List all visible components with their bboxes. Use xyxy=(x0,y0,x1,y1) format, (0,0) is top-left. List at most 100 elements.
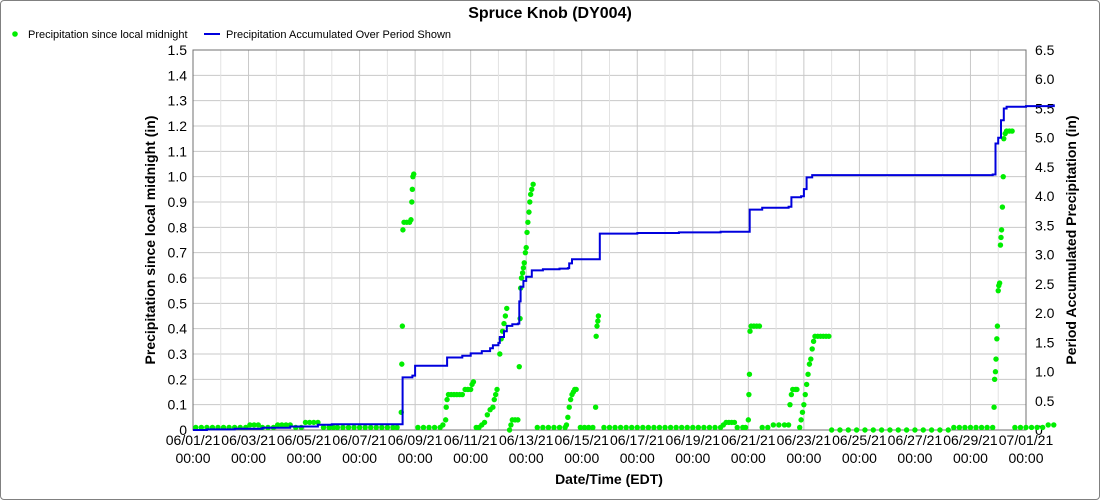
data-point-daily xyxy=(481,419,488,426)
data-point-daily xyxy=(545,424,552,431)
data-point-daily xyxy=(973,424,979,431)
data-point-daily xyxy=(746,391,752,398)
data-point-daily xyxy=(765,424,771,431)
data-point-daily xyxy=(394,424,400,431)
data-point-daily xyxy=(594,323,600,329)
data-point-daily xyxy=(247,422,253,428)
x-axis-ticks: 06/01/21 00:00 06/03/21 00:00 06/05/21 00:00 0… xyxy=(166,432,1054,466)
data-point-daily xyxy=(529,186,535,193)
data-point-daily xyxy=(470,379,477,385)
data-point-daily xyxy=(785,422,792,428)
data-point-daily xyxy=(459,391,466,398)
legend-label-daily: Precipitation since local midnight xyxy=(28,29,188,41)
data-point-daily xyxy=(1045,422,1051,428)
data-point-daily xyxy=(801,401,807,408)
right-tick-label: 2.5 xyxy=(1035,276,1055,292)
data-point-daily xyxy=(566,404,572,410)
x-tick-date: 06/15/21 xyxy=(554,432,609,448)
left-tick-label: 0.6 xyxy=(168,270,188,286)
data-point-daily xyxy=(497,351,503,357)
data-point-daily xyxy=(526,209,532,215)
left-tick-label: 1.4 xyxy=(168,67,188,83)
data-point-daily xyxy=(330,424,336,431)
data-point-daily xyxy=(198,424,205,431)
data-point-daily xyxy=(590,424,596,431)
data-point-daily xyxy=(734,424,740,431)
data-point-daily xyxy=(530,181,536,187)
data-point-daily xyxy=(903,427,910,433)
x-tick-time: 00:00 xyxy=(509,450,544,466)
data-point-daily xyxy=(634,424,640,431)
data-point-daily xyxy=(420,424,427,431)
data-point-daily xyxy=(1034,424,1040,431)
data-point-daily xyxy=(255,422,261,428)
left-axis-ticks: 0 0.1 0.2 0.3 0.4 0.5 0.6 0.7 0.8 0.9 1.0 1.1 1.2 1.3… xyxy=(168,42,188,438)
data-point-daily xyxy=(1023,424,1029,431)
data-point-daily xyxy=(678,424,685,431)
data-point-daily xyxy=(534,424,541,431)
data-point-daily xyxy=(1012,424,1018,431)
data-point-daily xyxy=(845,427,851,433)
data-point-daily xyxy=(673,424,679,431)
x-tick-time: 00:00 xyxy=(453,450,488,466)
data-point-daily xyxy=(887,427,893,433)
data-point-daily xyxy=(989,424,996,431)
right-tick-label: 5.0 xyxy=(1035,130,1055,146)
data-point-daily xyxy=(379,424,385,431)
data-point-daily xyxy=(351,424,357,431)
data-point-daily xyxy=(326,424,332,431)
data-point-daily xyxy=(984,424,990,431)
x-tick-date: 06/21/21 xyxy=(721,432,776,448)
data-point-daily xyxy=(747,328,753,334)
x-tick-time: 00:00 xyxy=(620,450,655,466)
x-tick-date: 06/01/21 xyxy=(166,432,221,448)
data-point-daily xyxy=(399,323,406,329)
data-point-daily xyxy=(828,427,835,433)
data-point-daily xyxy=(585,424,592,431)
x-tick-time: 00:00 xyxy=(342,450,377,466)
data-point-daily xyxy=(912,427,918,433)
data-point-daily xyxy=(623,424,629,431)
data-point-daily xyxy=(967,424,974,431)
data-point-daily xyxy=(794,386,800,393)
data-point-daily xyxy=(870,427,876,433)
x-tick-date: 06/27/21 xyxy=(888,432,943,448)
data-point-daily xyxy=(998,234,1004,241)
data-point-daily xyxy=(994,336,1000,342)
right-tick-label: 3.5 xyxy=(1035,217,1055,233)
data-point-daily xyxy=(731,419,738,426)
data-point-daily xyxy=(612,424,618,431)
data-point-daily xyxy=(521,260,527,266)
left-tick-label: 1.2 xyxy=(168,118,188,134)
left-tick-label: 1.0 xyxy=(168,169,188,185)
right-tick-label: 0 xyxy=(1035,422,1043,438)
data-point-daily xyxy=(994,323,1001,329)
right-tick-label: 4.5 xyxy=(1035,159,1055,175)
right-tick-label: 1.5 xyxy=(1035,334,1055,350)
data-point-daily xyxy=(522,249,529,256)
data-point-daily xyxy=(978,424,985,431)
data-point-daily xyxy=(527,199,533,205)
data-point-daily xyxy=(504,305,510,312)
data-point-daily xyxy=(776,422,782,428)
data-point-daily xyxy=(992,369,999,375)
x-tick-date: 06/05/21 xyxy=(277,432,332,448)
data-point-daily xyxy=(431,424,438,431)
data-point-daily xyxy=(334,424,341,431)
data-point-daily xyxy=(645,424,652,431)
data-point-daily xyxy=(467,386,474,393)
left-tick-label: 0.7 xyxy=(168,245,188,261)
data-point-daily xyxy=(878,427,885,433)
data-point-daily xyxy=(502,313,509,319)
data-point-daily xyxy=(756,323,763,329)
data-point-daily xyxy=(581,424,588,431)
data-point-daily xyxy=(527,191,534,198)
right-axis-ticks: 0 0.5 1.0 1.5 2.0 2.5 3.0 3.5 4.0 4.5 5.0 5.5 6.0 6.5 xyxy=(1035,42,1055,438)
left-tick-label: 0.9 xyxy=(168,194,188,210)
data-point-daily xyxy=(808,356,814,362)
data-point-daily xyxy=(411,171,417,177)
data-point-daily xyxy=(799,409,806,415)
series-daily-precipitation xyxy=(193,128,1057,433)
data-point-daily xyxy=(551,424,557,431)
data-point-daily xyxy=(996,280,1003,286)
